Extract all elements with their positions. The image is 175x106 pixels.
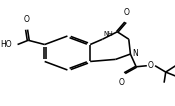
Text: O: O <box>118 78 124 87</box>
Text: NH: NH <box>104 31 114 37</box>
Text: O: O <box>24 15 30 24</box>
Text: O: O <box>148 61 154 70</box>
Text: O: O <box>123 8 129 17</box>
Text: HO: HO <box>0 40 12 49</box>
Text: N: N <box>132 49 138 58</box>
